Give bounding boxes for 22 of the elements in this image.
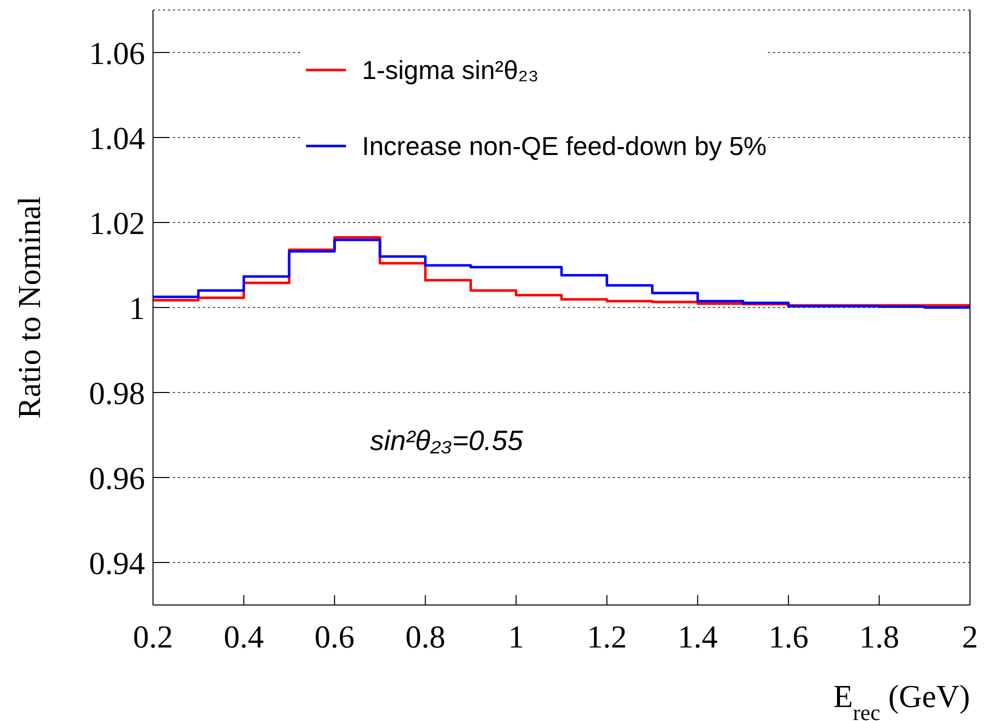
x-tick-label: 0.6: [314, 618, 355, 655]
x-tick-label: 1.6: [768, 618, 808, 655]
y-tick-label: 0.94: [89, 544, 145, 581]
y-tick-label: 0.96: [89, 460, 145, 496]
x-tick-label: 1.2: [586, 618, 627, 655]
x-tick-label: 0.8: [405, 618, 446, 655]
x-axis-title: E$_{rec}$ (GeV): [833, 678, 970, 721]
y-tick-label: 1.04: [89, 120, 145, 156]
x-tick-label: 1: [508, 618, 524, 655]
y-axis-title: Ratio to Nominal: [11, 196, 47, 419]
legend-label: Increase non-QE feed-down by 5%: [362, 130, 767, 162]
y-tick-label: 1.02: [89, 204, 145, 241]
y-tick-label: 1.06: [89, 34, 145, 71]
y-tick-label: 0.98: [89, 374, 145, 411]
x-tick-label: 0.2: [133, 618, 173, 655]
legend-label: 1-sigma sin²θ₂₃: [362, 54, 539, 86]
x-tick-label: 1.8: [859, 618, 900, 655]
y-tick-label: 1: [129, 290, 145, 326]
x-tick-label: 0.4: [224, 618, 264, 655]
annotation: sin²θ₂₃=0.55: [370, 425, 523, 457]
x-tick-label: 2: [962, 618, 978, 655]
x-tick-label: 1.4: [678, 618, 718, 655]
